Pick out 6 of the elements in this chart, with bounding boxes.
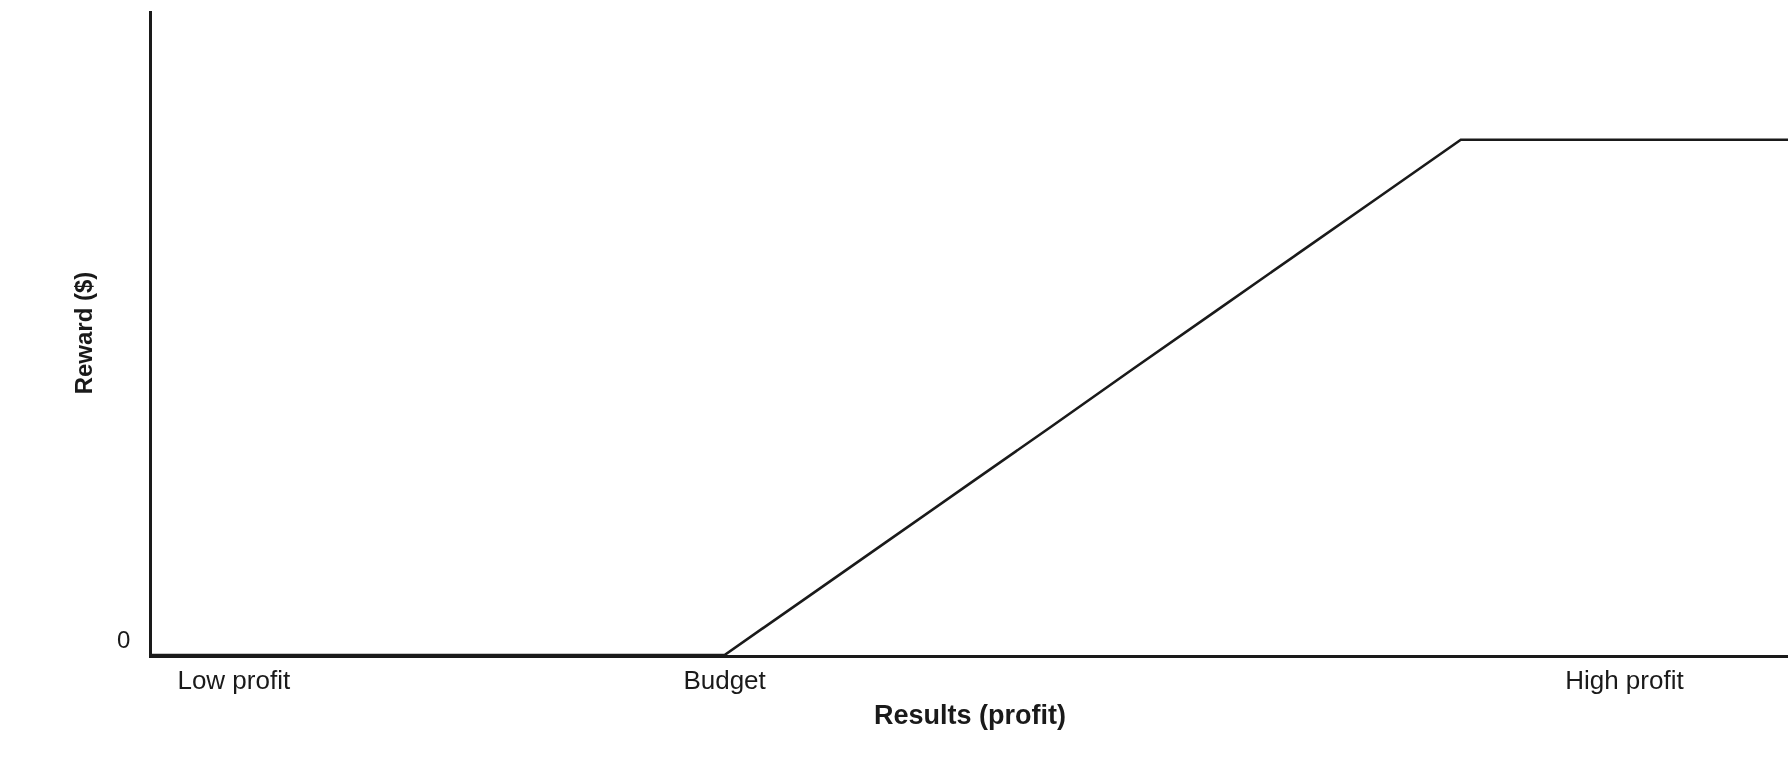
x-tick-label: High profit (1565, 664, 1685, 695)
text: 0 (117, 626, 131, 653)
x-axis-title: Results (profit) (874, 700, 1066, 731)
y-axis-title: Reward ($) (70, 271, 98, 395)
x-tick-label: Low profit (177, 664, 291, 695)
x-tick-label: Budget (683, 664, 767, 695)
